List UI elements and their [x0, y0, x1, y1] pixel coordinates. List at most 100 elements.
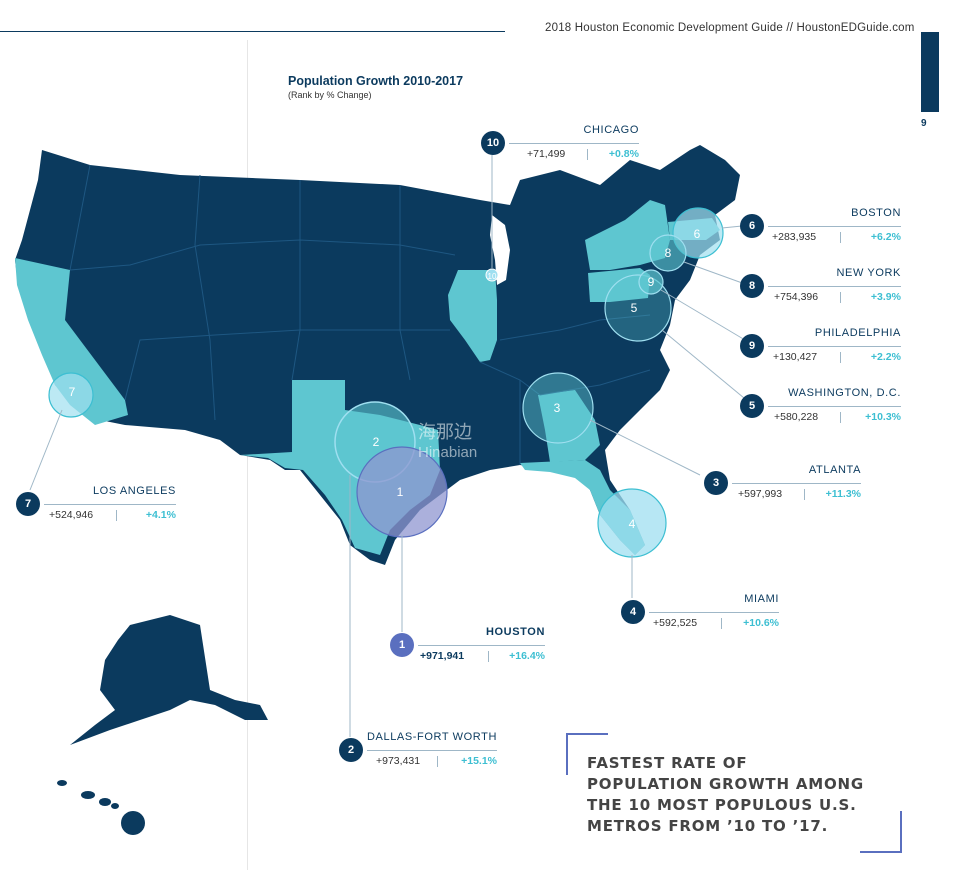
- separator: [488, 651, 489, 662]
- state-georgia: [538, 390, 600, 462]
- metro-circle-labels: 1 2 3 4 5 6 7 8 9 10: [69, 227, 701, 531]
- map-rank-5: 5: [631, 301, 638, 315]
- map-rank-1: 1: [397, 485, 404, 499]
- separator: [437, 756, 438, 767]
- city-name: CHICAGO: [583, 124, 639, 136]
- population-gain: +524,946: [49, 509, 94, 521]
- bracket-bottom-right: [860, 811, 902, 853]
- population-gain: +580,228: [774, 411, 819, 423]
- callout-rule: [732, 483, 861, 484]
- percent-change: +16.4%: [509, 650, 545, 662]
- city-name: BOSTON: [851, 207, 901, 219]
- population-gain: +597,993: [738, 488, 783, 500]
- population-gain: +71,499: [527, 148, 566, 160]
- headline-line: FASTEST RATE OF: [587, 754, 748, 772]
- city-name: DALLAS-FORT WORTH: [367, 731, 497, 743]
- headline-line: THE 10 MOST POPULOUS U.S.: [587, 796, 857, 814]
- percent-change: +11.3%: [825, 488, 861, 500]
- map-rank-4: 4: [629, 517, 636, 531]
- population-gain: +283,935: [772, 231, 817, 243]
- city-name: WASHINGTON, D.C.: [788, 387, 901, 399]
- rank-badge: 4: [621, 600, 645, 624]
- map-rank-2: 2: [373, 435, 380, 449]
- separator: [840, 352, 841, 363]
- population-gain: +592,525: [653, 617, 698, 629]
- hawaii: [57, 780, 145, 835]
- headline-line: POPULATION GROWTH AMONG: [587, 775, 864, 793]
- headline: FASTEST RATE OF POPULATION GROWTH AMONG …: [587, 753, 907, 837]
- map-rank-3: 3: [554, 401, 561, 415]
- city-name: LOS ANGELES: [92, 485, 176, 497]
- callout-rule: [509, 143, 639, 144]
- city-name: NEW YORK: [836, 267, 901, 279]
- callout-rule: [44, 504, 176, 505]
- guide-header: 2018 Houston Economic Development Guide …: [545, 22, 915, 34]
- metro-circle-new-york: [649, 234, 687, 272]
- map-title: Population Growth 2010-2017: [288, 74, 464, 88]
- city-name: MIAMI: [744, 593, 779, 605]
- percent-change: +4.1%: [145, 509, 176, 521]
- rank-badge: 9: [740, 334, 764, 358]
- percent-change: +15.1%: [461, 755, 497, 767]
- page-tab: [921, 32, 939, 112]
- metro-circle-philadelphia: [638, 269, 664, 295]
- map-rank-6: 6: [694, 227, 701, 241]
- callout-rule: [768, 346, 901, 347]
- separator: [840, 232, 841, 243]
- callout-rule: [768, 226, 901, 227]
- city-name: ATLANTA: [808, 464, 861, 476]
- percent-change: +2.2%: [870, 351, 901, 363]
- map-rank-9: 9: [648, 275, 655, 289]
- metro-circle-chicago: [485, 268, 499, 282]
- population-gain: +130,427: [773, 351, 818, 363]
- separator: [587, 149, 588, 160]
- top-rule: [0, 31, 505, 32]
- watermark-cn: 海那边: [418, 422, 472, 442]
- watermark: 海那边 Hinabian: [418, 418, 477, 461]
- rank-badge: 10: [481, 131, 505, 155]
- city-name: PHILADELPHIA: [814, 327, 901, 339]
- watermark-en: Hinabian: [418, 444, 478, 461]
- map-rank-8: 8: [665, 246, 672, 260]
- bracket-top-left: [566, 733, 608, 775]
- percent-change: +10.3%: [865, 411, 901, 423]
- callout-rule: [418, 645, 545, 646]
- map-subtitle: (Rank by % Change): [288, 90, 372, 100]
- metro-circle-los-angeles: [48, 372, 94, 418]
- population-gain: +973,431: [376, 755, 421, 767]
- metro-circle-boston: [672, 207, 724, 259]
- rank-badge: 2: [339, 738, 363, 762]
- leader-lines: [29, 155, 746, 737]
- rank-badge: 6: [740, 214, 764, 238]
- rank-badge: 1: [390, 633, 414, 657]
- percent-change: +3.9%: [870, 291, 901, 303]
- map-rank-7: 7: [69, 385, 76, 399]
- city-name: HOUSTON: [485, 626, 545, 638]
- callout-rule: [649, 612, 779, 613]
- state-california: [15, 258, 128, 425]
- separator: [840, 292, 841, 303]
- rank-badge: 8: [740, 274, 764, 298]
- headline-line: METROS FROM ’10 TO ’17.: [587, 817, 829, 835]
- alaska: [70, 615, 268, 745]
- percent-change: +10.6%: [743, 617, 779, 629]
- separator: [840, 412, 841, 423]
- state-new-york: [585, 200, 670, 270]
- population-gain: +754,396: [774, 291, 819, 303]
- rank-badge: 7: [16, 492, 40, 516]
- callout-rule: [768, 286, 901, 287]
- callout-rule: [367, 750, 497, 751]
- map-rank-10: 10: [488, 272, 497, 281]
- state-pennsylvania: [588, 268, 650, 302]
- population-gain: +971,941: [420, 650, 465, 662]
- metro-circle-atlanta: [522, 372, 594, 444]
- separator: [116, 510, 117, 521]
- lake-michigan: [490, 215, 510, 285]
- rank-badge: 3: [704, 471, 728, 495]
- rank-badge: 5: [740, 394, 764, 418]
- callout-rule: [768, 406, 901, 407]
- state-borders: [69, 164, 651, 465]
- percent-change: +6.2%: [870, 231, 901, 243]
- percent-change: +0.8%: [608, 148, 639, 160]
